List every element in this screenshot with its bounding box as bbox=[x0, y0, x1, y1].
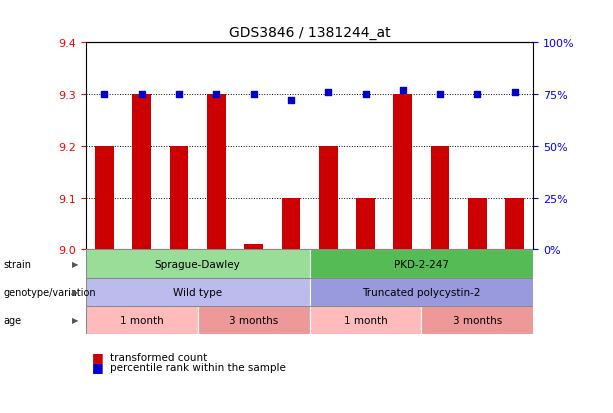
Bar bbox=[197, 306, 310, 334]
Point bbox=[510, 90, 520, 96]
Text: age: age bbox=[3, 315, 21, 325]
Point bbox=[174, 92, 184, 98]
Point bbox=[360, 92, 370, 98]
Bar bbox=[170, 147, 188, 250]
Text: ▶: ▶ bbox=[72, 287, 78, 297]
Bar bbox=[421, 306, 533, 334]
Bar bbox=[356, 198, 375, 250]
Text: 3 months: 3 months bbox=[229, 315, 278, 325]
Bar bbox=[468, 198, 487, 250]
Text: Wild type: Wild type bbox=[173, 287, 223, 297]
Text: ▶: ▶ bbox=[72, 316, 78, 325]
Bar bbox=[86, 278, 310, 306]
Text: 3 months: 3 months bbox=[453, 315, 502, 325]
Bar bbox=[310, 250, 533, 278]
Text: genotype/variation: genotype/variation bbox=[3, 287, 96, 297]
Point bbox=[249, 92, 259, 98]
Point bbox=[473, 92, 482, 98]
Title: GDS3846 / 1381244_at: GDS3846 / 1381244_at bbox=[229, 26, 390, 40]
Text: Truncated polycystin-2: Truncated polycystin-2 bbox=[362, 287, 481, 297]
Bar bbox=[431, 147, 449, 250]
Point bbox=[286, 98, 296, 104]
Bar bbox=[132, 95, 151, 250]
Bar bbox=[207, 95, 226, 250]
Bar bbox=[319, 147, 338, 250]
Text: ■: ■ bbox=[92, 361, 104, 374]
Bar bbox=[86, 306, 197, 334]
Text: strain: strain bbox=[3, 259, 31, 269]
Point bbox=[137, 92, 147, 98]
Text: transformed count: transformed count bbox=[110, 352, 208, 362]
Bar bbox=[86, 250, 310, 278]
Text: 1 month: 1 month bbox=[120, 315, 164, 325]
Bar bbox=[281, 198, 300, 250]
Bar bbox=[505, 198, 524, 250]
Text: PKD-2-247: PKD-2-247 bbox=[394, 259, 449, 269]
Bar bbox=[310, 306, 421, 334]
Bar bbox=[310, 278, 533, 306]
Point bbox=[435, 92, 445, 98]
Bar bbox=[95, 147, 114, 250]
Point bbox=[211, 92, 221, 98]
Bar bbox=[394, 95, 412, 250]
Point bbox=[398, 88, 408, 94]
Point bbox=[323, 90, 333, 96]
Bar bbox=[245, 244, 263, 250]
Text: ■: ■ bbox=[92, 350, 104, 363]
Text: 1 month: 1 month bbox=[344, 315, 387, 325]
Text: Sprague-Dawley: Sprague-Dawley bbox=[155, 259, 240, 269]
Point bbox=[99, 92, 109, 98]
Text: ▶: ▶ bbox=[72, 259, 78, 268]
Text: percentile rank within the sample: percentile rank within the sample bbox=[110, 362, 286, 372]
